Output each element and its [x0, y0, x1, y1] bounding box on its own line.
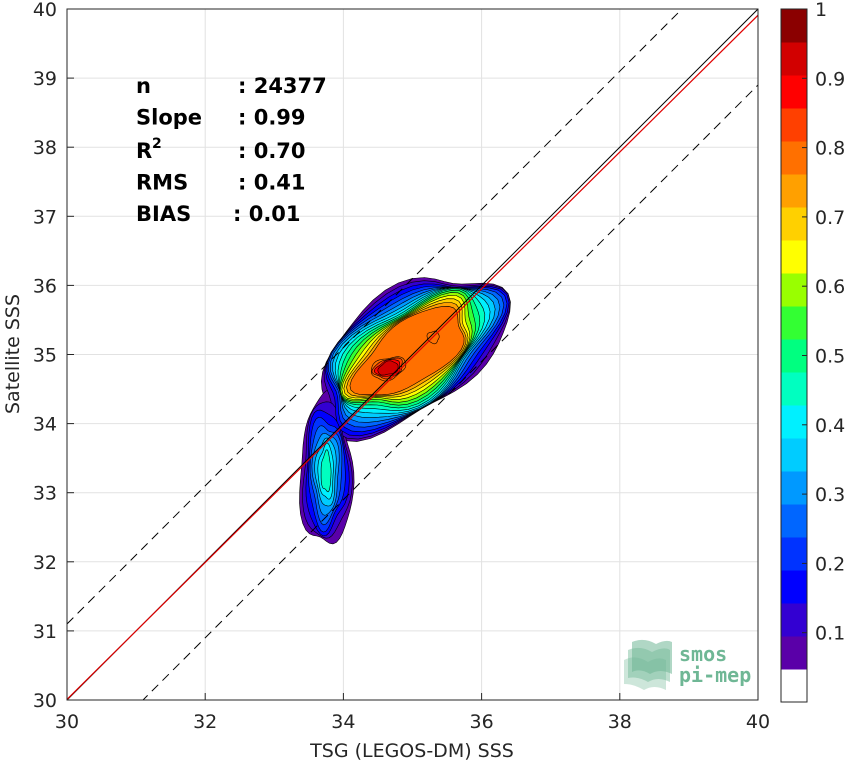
colorbar-tick-label: 0.4 — [815, 415, 845, 437]
colorbar-tick-label: 0.8 — [815, 138, 845, 160]
y-tick-label: 39 — [33, 68, 57, 90]
stat-value: : 0.41 — [238, 171, 306, 195]
colorbar-segment — [781, 174, 807, 208]
colorbar-segment — [781, 570, 807, 604]
colorbar-segment — [781, 273, 807, 307]
colorbar-segment — [781, 504, 807, 538]
x-tick-label: 40 — [746, 711, 770, 733]
x-tick-label: 32 — [193, 711, 217, 733]
stats-box: n : 24377 Slope : 0.99 R 2 : 0.70 RMS : 0.41 BIAS… — [136, 74, 327, 226]
lower-dashed-line — [142, 84, 758, 700]
y-axis-label: Satellite SSS — [2, 294, 24, 414]
x-tick-label: 38 — [608, 711, 632, 733]
colorbar-tick-label: 0.3 — [815, 484, 845, 506]
colorbar-tick-label: 0.1 — [815, 623, 845, 645]
x-axis-label: TSG (LEGOS-DM) SSS — [309, 740, 514, 762]
stat-label: n — [136, 74, 151, 98]
y-tick-label: 33 — [33, 483, 57, 505]
colorbar-tick-label: 1 — [815, 0, 827, 21]
y-tick-label: 35 — [33, 345, 57, 367]
colorbar-segment — [781, 207, 807, 241]
colorbar-segment — [781, 471, 807, 505]
contour-peak1-18 — [377, 360, 399, 376]
contour-peak3-8 — [320, 449, 332, 493]
colorbar-segment — [781, 537, 807, 571]
stat-value: : 0.70 — [238, 139, 306, 163]
x-tick-label: 34 — [331, 711, 355, 733]
logo-line1: smos — [679, 642, 727, 666]
stat-label: Slope — [136, 106, 202, 130]
y-tick-label: 36 — [33, 275, 57, 297]
colorbar-segment — [781, 42, 807, 76]
y-tick-label: 38 — [33, 137, 57, 159]
stat-value: : 24377 — [238, 74, 327, 98]
colorbar: 0.1 0.2 0.3 0.4 0.5 0.6 0.7 0.8 0.9 1 — [780, 0, 845, 703]
colorbar-tick-label: 0.7 — [815, 207, 845, 229]
colorbar-segment — [781, 306, 807, 340]
colorbar-segment — [781, 108, 807, 142]
colorbar-segment — [781, 372, 807, 406]
x-axis: 30 32 34 36 38 40 — [55, 693, 770, 733]
colorbar-tick-label: 0.5 — [815, 346, 845, 368]
y-tick-label: 32 — [33, 552, 57, 574]
x-tick-label: 30 — [55, 711, 79, 733]
fit-line — [67, 14, 758, 700]
y-tick-label: 40 — [33, 0, 57, 21]
x-tick-label: 36 — [470, 711, 494, 733]
grid — [66, 8, 759, 701]
colorbar-segment — [781, 141, 807, 175]
colorbar-tick-label: 0.9 — [815, 68, 845, 90]
logo-waves-icon — [624, 639, 672, 690]
smos-pi-mep-logo: smos pi-mep — [624, 639, 751, 690]
y-tick-label: 34 — [33, 414, 57, 436]
stat-label: BIAS — [136, 202, 191, 226]
colorbar-segment — [781, 9, 807, 43]
colorbar-tick-label: 0.2 — [815, 553, 845, 575]
y-tick-label: 37 — [33, 206, 57, 228]
colorbar-segment — [781, 669, 807, 703]
colorbar-segment — [781, 240, 807, 274]
y-axis: 30 31 32 33 34 35 36 37 38 39 40 — [33, 0, 74, 712]
logo-line2: pi-mep — [679, 663, 751, 687]
stat-label: RMS — [136, 171, 188, 195]
colorbar-segment — [781, 438, 807, 472]
colorbar-segment — [781, 603, 807, 637]
y-tick-label: 31 — [33, 621, 57, 643]
colorbar-tick-label: 0.6 — [815, 276, 845, 298]
upper-dashed-line — [67, 9, 683, 625]
colorbar-segment — [781, 405, 807, 439]
reference-lines — [67, 9, 758, 700]
stat-value: : 0.01 — [233, 202, 301, 226]
stat-label: R — [136, 139, 152, 163]
colorbar-segment — [781, 636, 807, 670]
stat-superscript: 2 — [152, 136, 162, 152]
y-tick-label: 30 — [33, 690, 57, 712]
stat-value: : 0.99 — [238, 106, 306, 130]
colorbar-segment — [781, 75, 807, 109]
